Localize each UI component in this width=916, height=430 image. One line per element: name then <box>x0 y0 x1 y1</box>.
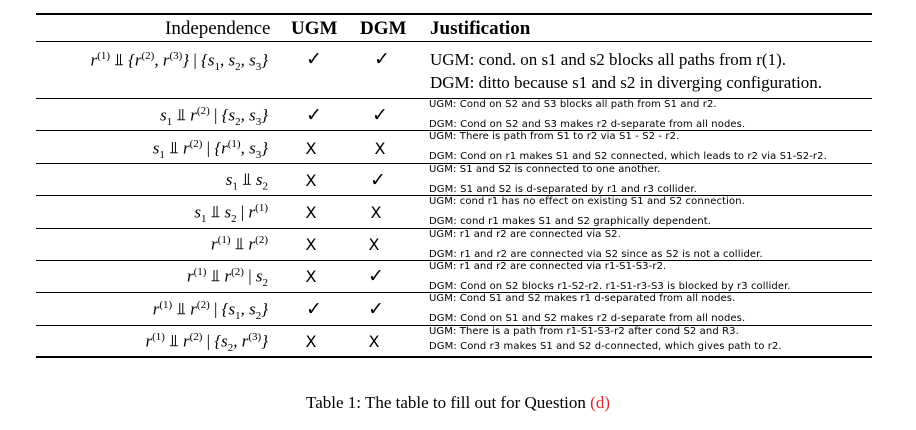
independence-statement: s1 ⫫ r(2) | {s2, s3} <box>160 105 268 129</box>
justification-line: UGM: r1 and r2 are connected via r1-S1-S… <box>429 261 667 272</box>
ugm-mark: X <box>305 139 317 158</box>
justification-line: UGM: There is a path from r1-S1-S3-r2 af… <box>429 326 739 337</box>
header-justification: Justification <box>430 18 531 39</box>
justification-line: DGM: Cond on S2 and S3 makes r2 d-separa… <box>429 119 746 130</box>
dgm-mark: X <box>374 139 386 158</box>
row-divider <box>36 325 872 326</box>
justification-line: UGM: cond r1 has no effect on existing S… <box>429 196 745 207</box>
ugm-mark: X <box>305 235 317 254</box>
justification-line: UGM: S1 and S2 is connected to one anoth… <box>429 164 661 175</box>
caption-text: Table 1: The table to fill out for Quest… <box>306 393 591 412</box>
dgm-mark: X <box>368 332 380 351</box>
justification-line: DGM: Cond on r1 makes S1 and S2 connecte… <box>429 151 827 162</box>
bottom-rule <box>36 356 872 358</box>
ugm-mark: ✓ <box>306 49 322 70</box>
ugm-mark: X <box>305 203 317 222</box>
dgm-mark: ✓ <box>372 105 388 126</box>
header-rule <box>36 41 872 42</box>
independence-statement: s1 ⫫ s2 <box>225 170 268 193</box>
independence-statement: r(1) ⫫ {r(2), r(3)} | {s1, s2, s3} <box>90 50 268 74</box>
justification-line: DGM: Cond r3 makes S1 and S2 d-connected… <box>429 341 782 352</box>
justification-line: UGM: cond. on s1 and s2 blocks all paths… <box>430 50 787 69</box>
justification-line: UGM: Cond on S2 and S3 blocks all path f… <box>429 99 717 110</box>
ugm-mark: ✓ <box>306 299 322 320</box>
row-divider <box>36 228 872 229</box>
top-rule <box>36 13 872 15</box>
independence-statement: r(1) ⫫ r(2) | {s2, r(3)} <box>145 331 268 355</box>
justification-line: DGM: Cond on S2 blocks r1-S2-r2. r1-S1-r… <box>429 281 791 292</box>
ugm-mark: X <box>305 267 317 286</box>
ugm-mark: X <box>305 332 317 351</box>
dgm-mark: X <box>370 203 382 222</box>
independence-statement: s1 ⫫ s2 | r(1) <box>194 202 268 226</box>
row-divider <box>36 260 872 261</box>
dgm-mark: ✓ <box>368 266 384 287</box>
row-divider <box>36 195 872 196</box>
independence-statement: s1 ⫫ r(2) | {r(1), s3} <box>152 138 268 162</box>
independence-statement: r(1) ⫫ r(2) <box>211 234 268 254</box>
ugm-mark: ✓ <box>306 105 322 126</box>
header-dgm: DGM <box>360 18 407 39</box>
dgm-mark: ✓ <box>370 170 386 191</box>
row-divider <box>36 130 872 131</box>
justification-line: DGM: cond r1 makes S1 and S2 graphically… <box>429 216 712 227</box>
justification-line: UGM: There is path from S1 to r2 via S1 … <box>429 131 680 142</box>
table-caption: Table 1: The table to fill out for Quest… <box>0 393 916 413</box>
justification-line: DGM: Cond on S1 and S2 makes r2 d-separa… <box>429 313 746 324</box>
row-divider <box>36 292 872 293</box>
header-ugm: UGM <box>291 18 338 39</box>
justification-line: UGM: r1 and r2 are connected via S2. <box>429 229 621 240</box>
justification-line: DGM: ditto because s1 and s2 in divergin… <box>430 73 823 92</box>
dgm-mark: ✓ <box>374 49 390 70</box>
justification-line: UGM: Cond S1 and S2 makes r1 d-separated… <box>429 293 736 304</box>
justification-line: DGM: r1 and r2 are connected via S2 sinc… <box>429 249 763 260</box>
row-divider <box>36 163 872 164</box>
dgm-mark: X <box>368 235 380 254</box>
ugm-mark: X <box>305 171 317 190</box>
independence-statement: r(1) ⫫ r(2) | s2 <box>187 266 268 290</box>
independence-statement: r(1) ⫫ r(2) | {s1, s2} <box>152 299 268 323</box>
row-divider <box>36 98 872 99</box>
justification-line: DGM: S1 and S2 is d-separated by r1 and … <box>429 184 697 195</box>
header-independence: Independence <box>165 18 271 39</box>
caption-question-ref[interactable]: (d) <box>590 393 610 412</box>
dgm-mark: ✓ <box>368 299 384 320</box>
